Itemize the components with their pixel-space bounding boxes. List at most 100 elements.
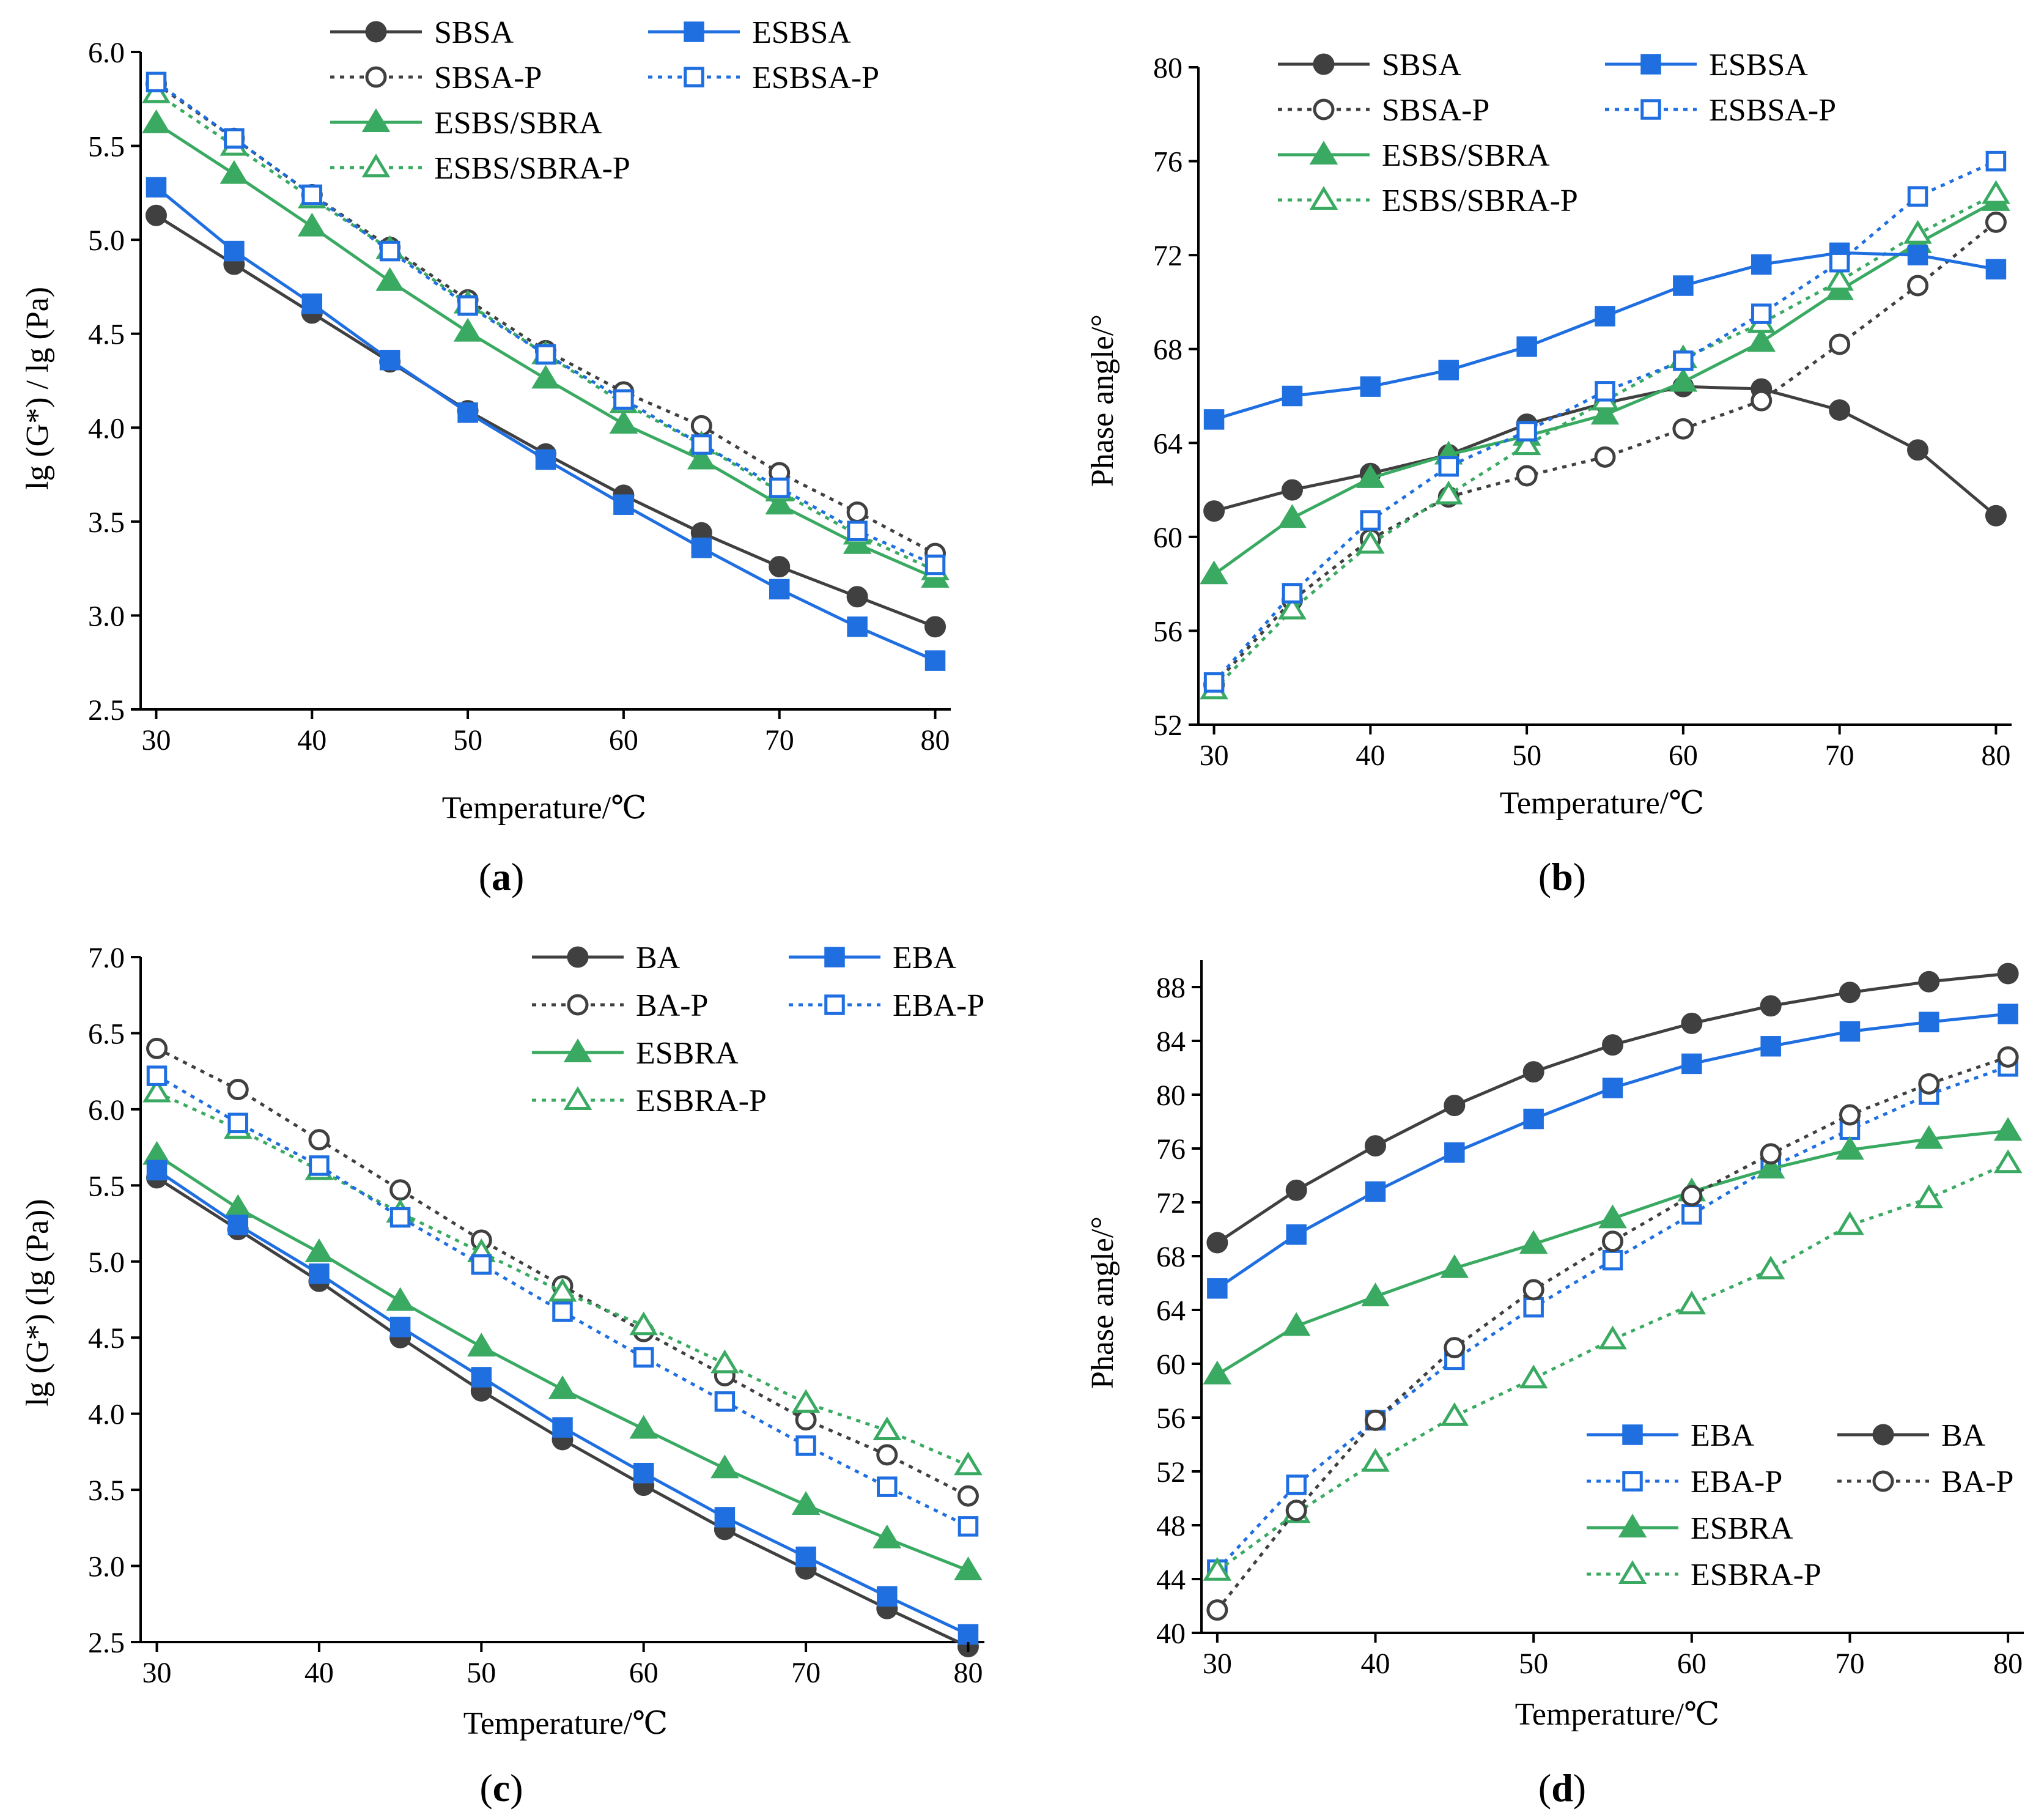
- x-tick-label: 30: [141, 724, 171, 756]
- legend-label: ESBS/SBRA: [1382, 138, 1550, 173]
- legend-item-ba-p: BA-P: [1837, 1465, 2013, 1500]
- legend-marker: [1640, 54, 1661, 75]
- data-point: [1760, 1036, 1781, 1057]
- x-tick-label: 40: [304, 1657, 334, 1689]
- y-tick-label: 72: [1153, 240, 1182, 272]
- data-point: [1203, 1360, 1232, 1385]
- series-line-esbsa-p: [155, 81, 936, 566]
- data-point: [1681, 1204, 1702, 1225]
- x-tick-label: 50: [1519, 1648, 1548, 1680]
- data-point: [954, 1556, 983, 1581]
- legend-label: SBSA: [434, 15, 514, 50]
- y-tick-label: 5.0: [88, 224, 125, 257]
- x-tick-label: 50: [453, 724, 482, 756]
- data-point: [145, 204, 167, 226]
- data-point: [1282, 583, 1303, 604]
- legend-marker: [1313, 53, 1335, 75]
- legend-marker: [1309, 186, 1338, 210]
- panel-c-x-ticks: 30 40 50 60 70 80: [142, 1642, 983, 1689]
- panel-a: 2.5 3.0 3.5 4.0 4.5 5.0 5.5 6.0 30 40 50 60 70 80 Te…: [20, 15, 951, 898]
- data-point: [1356, 530, 1385, 554]
- legend-label: ESBRA-P: [636, 1084, 767, 1119]
- data-point: [1282, 385, 1303, 407]
- data-point: [1673, 275, 1694, 296]
- panel-b-y-axis-title: Phase angle/°: [1085, 314, 1120, 487]
- y-tick-label: 5.5: [88, 1170, 125, 1202]
- legend-label: EBA: [1691, 1418, 1754, 1453]
- data-point: [769, 477, 790, 498]
- data-point: [1681, 1053, 1702, 1075]
- data-point: [301, 184, 323, 205]
- data-point: [629, 1311, 659, 1336]
- panel-d-series: [1203, 963, 2023, 1621]
- legend-label: ESBSA: [1709, 48, 1808, 83]
- y-tick-label: 3.0: [88, 1551, 125, 1583]
- panel-d-x-axis-title: Temperature/℃: [1515, 1697, 1720, 1732]
- data-point: [1993, 1117, 2023, 1141]
- legend-marker: [567, 994, 589, 1016]
- data-point: [1681, 1185, 1703, 1207]
- x-tick-label: 80: [1981, 739, 2010, 772]
- data-point: [1365, 1135, 1387, 1157]
- data-point: [714, 1391, 736, 1412]
- data-point: [1839, 982, 1861, 1004]
- legend-item-ba: BA: [1837, 1418, 1986, 1453]
- data-point: [1523, 1108, 1544, 1130]
- data-point: [146, 72, 167, 92]
- data-point: [1203, 500, 1225, 522]
- series-line-esbsa: [155, 186, 936, 662]
- panel-c-x-axis-title: Temperature/℃: [463, 1706, 668, 1741]
- data-point: [769, 556, 791, 578]
- data-point: [795, 1409, 817, 1431]
- data-point: [224, 240, 245, 262]
- data-point: [687, 445, 716, 470]
- legend-marker: [1309, 141, 1338, 165]
- data-point: [1681, 1012, 1703, 1034]
- legend-marker: [824, 994, 845, 1015]
- data-point: [552, 1417, 573, 1438]
- data-point: [1997, 963, 2019, 985]
- panel-b-caption: (b): [1538, 855, 1586, 898]
- data-point: [1760, 1143, 1782, 1165]
- legend-marker: [365, 66, 387, 88]
- legend-label: ESBSA: [752, 15, 851, 50]
- data-point: [375, 267, 405, 291]
- data-point: [876, 1444, 898, 1466]
- data-point: [1523, 1297, 1544, 1318]
- data-point: [1356, 464, 1385, 488]
- data-point: [1829, 251, 1850, 273]
- data-point: [795, 1435, 816, 1456]
- legend-marker: [361, 154, 391, 177]
- data-point: [1982, 180, 2010, 204]
- data-point: [1360, 376, 1381, 397]
- data-point: [223, 1194, 253, 1218]
- data-point: [1760, 995, 1782, 1017]
- data-point: [220, 160, 249, 184]
- legend-label: EBA-P: [1691, 1465, 1782, 1500]
- x-tick-label: 60: [1677, 1648, 1706, 1680]
- data-point: [1919, 1012, 1939, 1032]
- data-point: [877, 1476, 898, 1497]
- data-point: [457, 402, 478, 423]
- legend-label: ESBS/SBRA: [434, 106, 602, 141]
- data-point: [1516, 421, 1537, 442]
- data-point: [1751, 390, 1773, 412]
- panel-d-axes: [1200, 960, 2024, 1634]
- data-point: [957, 1516, 979, 1537]
- y-tick-label: 4.5: [88, 1322, 125, 1355]
- data-point: [1918, 971, 1940, 993]
- data-point: [1361, 1448, 1390, 1472]
- legend-item-esbsa-p: ESBSA-P: [648, 61, 879, 95]
- y-tick-label: 4.0: [88, 1399, 125, 1431]
- data-point: [467, 1333, 496, 1357]
- data-point: [1747, 328, 1776, 352]
- y-tick-label: 68: [1153, 334, 1182, 366]
- x-tick-label: 70: [791, 1657, 821, 1689]
- legend-label: BA: [1941, 1418, 1986, 1453]
- data-point: [146, 177, 167, 198]
- y-tick-label: 56: [1156, 1402, 1186, 1435]
- panel-b-caption-letter: b: [1551, 855, 1573, 898]
- data-point: [471, 1367, 492, 1388]
- y-tick-label: 5.5: [88, 131, 125, 163]
